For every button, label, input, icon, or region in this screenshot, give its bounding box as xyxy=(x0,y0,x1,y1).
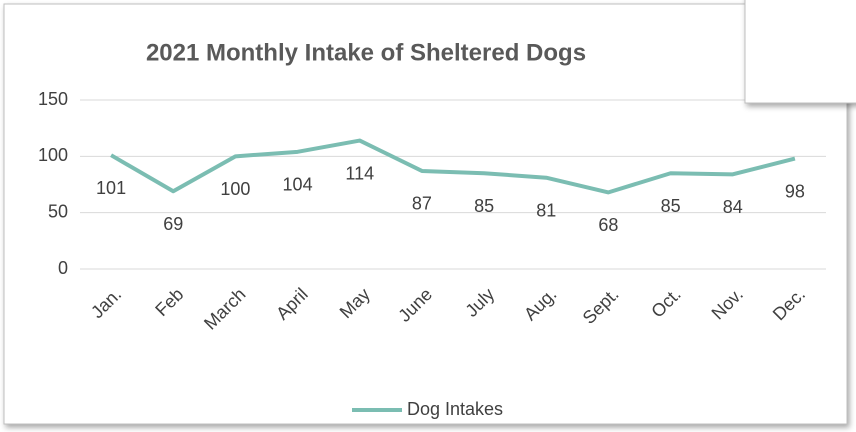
data-label: 85 xyxy=(661,196,681,216)
data-label: 101 xyxy=(96,178,126,198)
y-tick-label: 100 xyxy=(38,145,68,165)
y-tick-label: 0 xyxy=(58,258,68,278)
data-label: 100 xyxy=(220,179,250,199)
overlay-box xyxy=(744,0,856,104)
data-label: 87 xyxy=(412,194,432,214)
data-label: 84 xyxy=(723,197,743,217)
chart-title: 2021 Monthly Intake of Sheltered Dogs xyxy=(146,39,586,66)
data-label: 81 xyxy=(536,200,556,220)
data-label: 98 xyxy=(785,181,805,201)
series-line xyxy=(110,138,796,195)
data-label: 68 xyxy=(598,215,618,235)
legend-label: Dog Intakes xyxy=(407,399,503,419)
data-label: 114 xyxy=(345,163,374,183)
data-label: 85 xyxy=(474,196,494,216)
data-label: 104 xyxy=(283,175,313,195)
y-tick-label: 150 xyxy=(38,89,68,109)
y-tick-label: 50 xyxy=(48,201,68,221)
data-label: 69 xyxy=(163,214,183,234)
chart-frame xyxy=(3,3,848,425)
